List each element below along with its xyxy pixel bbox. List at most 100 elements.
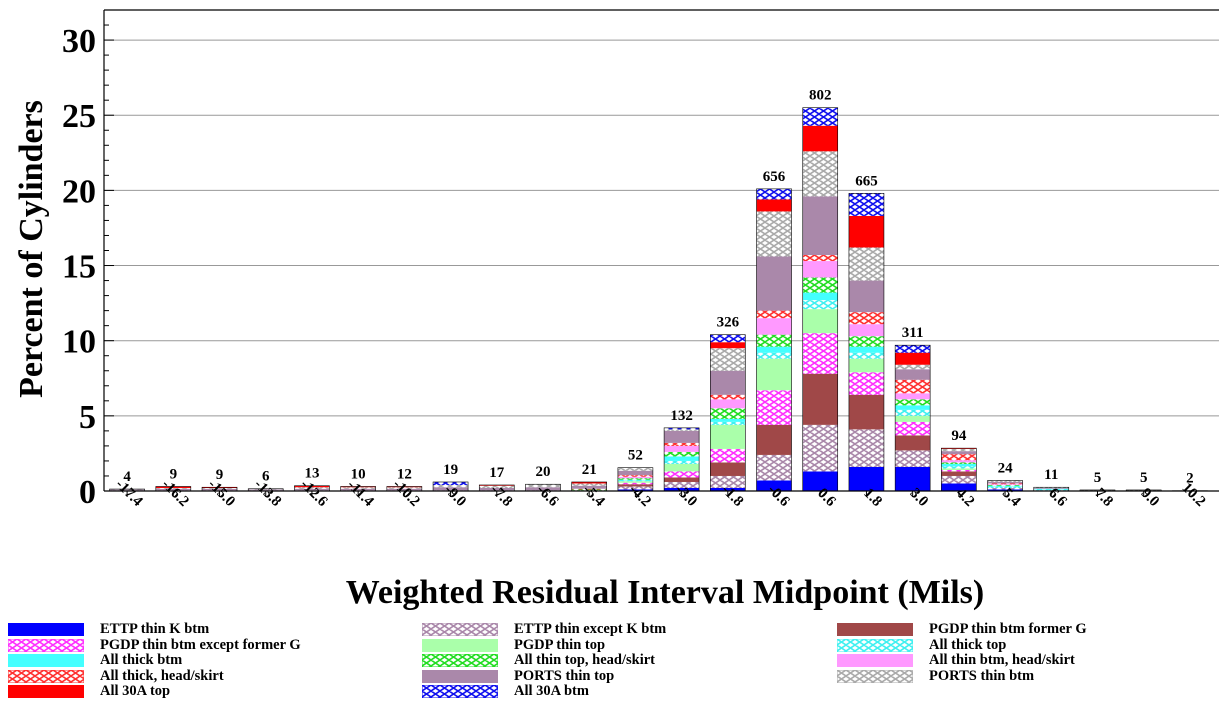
legend-swatch (837, 669, 913, 683)
bar-segment (710, 475, 746, 488)
bar-segment (802, 309, 838, 334)
bar-count-label: 94 (951, 428, 967, 444)
bar-segment (895, 421, 931, 436)
x-tick-label: 9.0 (1138, 485, 1163, 510)
bar-segment (756, 480, 792, 491)
legend-label: PGDP thin top (514, 636, 606, 653)
bar-segment (710, 342, 746, 349)
bar-segment (987, 481, 1023, 484)
bars (109, 107, 1208, 492)
bar-segment (617, 476, 653, 479)
bar-segment (664, 460, 700, 464)
legend-label: All thin btm, head/skirt (929, 652, 1075, 669)
legend-swatch (837, 623, 913, 636)
bar-segment (710, 418, 746, 422)
bar-count-label: 5 (1094, 470, 1102, 486)
bar-segment (895, 435, 931, 451)
bar-segment (756, 352, 792, 359)
bar-segment (155, 488, 191, 491)
bar-segment (479, 484, 515, 486)
bar-segment (941, 463, 977, 467)
bar-segment (895, 379, 931, 394)
bar-segment (756, 256, 792, 311)
bar-count-label: 326 (717, 315, 740, 331)
bar-segment (202, 488, 238, 491)
bar-stack (617, 467, 654, 492)
y-axis-title: Percent of Cylinders (13, 100, 50, 398)
legend-swatch (8, 654, 84, 668)
bar-segment (340, 487, 376, 489)
y-tick-label: 5 (79, 399, 96, 436)
bar-segment (479, 487, 515, 491)
bar-segment (802, 292, 838, 301)
bar-count-label: 6 (262, 469, 270, 485)
bar-segment (617, 470, 653, 476)
bar-segment (571, 488, 607, 490)
bar-count-label: 9 (170, 466, 178, 482)
bar-segment (664, 445, 700, 452)
bar-segment (664, 430, 700, 443)
bar-segment (756, 390, 792, 425)
bar-segment (848, 394, 884, 430)
bar-segment (987, 484, 1023, 486)
bar-segment (895, 364, 931, 370)
legend-label: All 30A top (100, 683, 171, 700)
bar-count-label: 5 (1140, 470, 1148, 486)
bar-segment (802, 277, 838, 293)
bar-segment (802, 333, 838, 374)
bar-segment (617, 467, 653, 471)
legend-label: PORTS thin top (514, 667, 615, 684)
bar-segment (664, 442, 700, 446)
bar-count-label: 2 (1186, 471, 1194, 487)
legend-swatch (422, 623, 498, 636)
bar-segment (848, 324, 884, 337)
bar-segment (756, 346, 792, 353)
bar-segment (571, 489, 607, 491)
y-tick-label: 30 (62, 23, 96, 60)
bar-segment (941, 454, 977, 461)
y-tick-label: 10 (62, 324, 96, 361)
bar-segment (941, 468, 977, 470)
bar-segment (987, 489, 1023, 491)
bar-segment (756, 188, 792, 200)
bar-segment (525, 487, 561, 491)
grid-lines (104, 39, 1219, 417)
legend-swatch (8, 638, 84, 652)
legend-swatch (422, 654, 498, 668)
bar-segment (1033, 487, 1069, 488)
bar-segment (987, 485, 1023, 487)
bar-segment (155, 487, 191, 489)
bar-count-label: 311 (902, 325, 924, 341)
legend-label: All 30A btm (514, 683, 589, 700)
bar-segment (802, 151, 838, 197)
legend-swatch (422, 669, 498, 683)
x-tick-label: 7.8 (1091, 485, 1116, 510)
bar-segment (664, 456, 700, 461)
bar-segment (710, 399, 746, 409)
bar-segment (202, 487, 238, 488)
legend-swatch (8, 623, 84, 636)
bar-segment (802, 125, 838, 152)
bar-segment (802, 107, 838, 126)
bar-segment (756, 358, 792, 391)
bar-segment (664, 481, 700, 488)
bar-segment (664, 429, 700, 431)
bar-segment (941, 471, 977, 476)
bar-segment (895, 405, 931, 410)
bar-segment (756, 454, 792, 481)
bar-segment (571, 483, 607, 486)
bar-count-label: 665 (855, 173, 878, 189)
bar-segment (710, 462, 746, 476)
legend-label: PGDP thin btm former G (929, 621, 1087, 637)
bar-segment (710, 424, 746, 449)
legend-swatch (422, 685, 498, 699)
bar-segment (941, 451, 977, 455)
bar-count-label: 4 (123, 469, 131, 485)
bar-segment (1033, 489, 1069, 491)
bar-segment (294, 487, 330, 489)
bar-segment (987, 484, 1023, 485)
bar-segment (248, 489, 284, 491)
bar-segment (664, 463, 700, 472)
y-tick-labels: 0 5 10 15 20 25 30 (62, 23, 96, 511)
legend-label: All thick btm (100, 652, 183, 669)
